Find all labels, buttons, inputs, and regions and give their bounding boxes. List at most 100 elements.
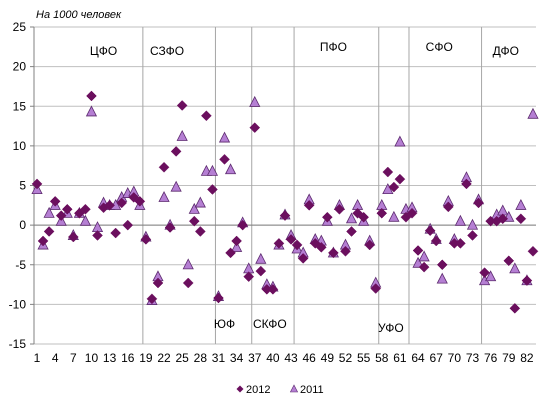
point-2011 xyxy=(515,198,527,210)
point-2012 xyxy=(182,277,194,289)
point-2011 xyxy=(194,196,206,208)
point-2012 xyxy=(521,275,533,286)
point-2012 xyxy=(225,247,236,259)
x-tick-label: 10 xyxy=(85,351,99,365)
point-2012 xyxy=(207,184,218,195)
point-2012 xyxy=(104,199,115,211)
point-2012 xyxy=(110,227,122,239)
point-2012 xyxy=(412,245,424,256)
legend-label-2011: 2011 xyxy=(300,384,324,396)
point-2012 xyxy=(170,146,182,157)
point-2012 xyxy=(92,230,103,241)
district-label: СФО xyxy=(426,40,453,54)
data-points xyxy=(31,90,539,314)
point-2012 xyxy=(515,213,527,225)
point-2012 xyxy=(430,235,442,247)
point-2011 xyxy=(43,206,55,218)
point-2012 xyxy=(297,253,309,264)
y-tick-label: 15 xyxy=(13,99,27,113)
point-2012 xyxy=(334,203,345,215)
point-2011 xyxy=(158,191,170,202)
district-label: СЗФО xyxy=(150,44,184,58)
x-tick-label: 67 xyxy=(430,351,444,365)
point-2012 xyxy=(315,241,327,253)
x-tick-label: 1 xyxy=(34,351,41,365)
point-2012 xyxy=(388,181,400,193)
y-tick-label: 5 xyxy=(19,179,26,193)
y-axis-label: На 1000 человек xyxy=(36,9,122,21)
point-2012 xyxy=(424,225,436,237)
point-2011 xyxy=(182,258,194,270)
point-2012 xyxy=(37,235,49,247)
point-2011 xyxy=(176,129,188,141)
x-tick-label: 58 xyxy=(375,351,389,365)
y-tick-label: -15 xyxy=(9,337,27,351)
legend-marker-2012 xyxy=(236,385,244,393)
point-2012 xyxy=(80,203,91,215)
x-tick-label: 70 xyxy=(448,351,462,365)
point-2012 xyxy=(503,255,515,267)
point-2011 xyxy=(509,262,521,274)
point-2012 xyxy=(201,110,212,122)
point-2012 xyxy=(152,277,164,289)
point-2012 xyxy=(43,226,55,237)
x-tick-label: 40 xyxy=(266,351,280,365)
point-2011 xyxy=(249,95,261,107)
point-2011 xyxy=(206,164,219,176)
point-2012 xyxy=(418,261,430,273)
legend-label-2012: 2012 xyxy=(246,384,270,396)
point-2012 xyxy=(164,222,176,233)
x-tick-label: 79 xyxy=(502,351,516,365)
district-label: ПФО xyxy=(320,40,347,54)
point-2012 xyxy=(176,100,188,111)
district-dividers xyxy=(142,27,483,344)
point-2011 xyxy=(527,107,539,119)
district-label: ДФО xyxy=(493,44,519,58)
point-2012 xyxy=(146,293,158,305)
point-2011 xyxy=(85,105,98,117)
point-2012 xyxy=(364,239,376,251)
point-2012 xyxy=(122,219,134,231)
point-2012 xyxy=(279,210,291,221)
x-tick-label: 52 xyxy=(339,351,353,365)
x-tick-label: 34 xyxy=(230,351,244,365)
point-2012 xyxy=(436,259,448,271)
gridlines xyxy=(34,26,536,345)
point-2012 xyxy=(61,203,73,215)
point-2012 xyxy=(376,207,388,219)
point-2011 xyxy=(170,180,182,192)
x-tick-label: 4 xyxy=(52,351,59,365)
x-tick-label: 37 xyxy=(248,351,262,365)
y-tick-label: 10 xyxy=(13,139,27,153)
x-tick-label: 76 xyxy=(484,351,498,365)
point-2011 xyxy=(188,202,200,214)
point-2011 xyxy=(454,214,467,226)
point-2012 xyxy=(346,226,357,237)
point-2012 xyxy=(442,201,454,213)
x-tick-label: 61 xyxy=(393,351,407,365)
x-tick-label: 49 xyxy=(321,351,335,365)
point-2011 xyxy=(394,135,406,147)
point-2012 xyxy=(479,267,490,279)
point-2012 xyxy=(116,197,128,209)
point-2012 xyxy=(394,173,406,185)
point-2012 xyxy=(243,271,255,282)
point-2012 xyxy=(406,207,418,219)
point-2012 xyxy=(140,234,152,245)
point-2012 xyxy=(255,265,267,277)
point-2011 xyxy=(79,214,92,226)
district-label: СКФО xyxy=(253,317,287,331)
x-tick-label: 7 xyxy=(70,351,77,365)
point-2012 xyxy=(158,161,170,173)
point-2012 xyxy=(219,153,230,165)
point-2012 xyxy=(497,213,509,225)
point-2012 xyxy=(194,226,206,237)
point-2012 xyxy=(213,292,224,304)
y-tick-label: -5 xyxy=(15,258,26,272)
point-2012 xyxy=(291,239,303,251)
y-tick-label: 20 xyxy=(13,60,27,74)
x-tick-label: 31 xyxy=(212,351,226,365)
point-2012 xyxy=(237,219,249,231)
point-2012 xyxy=(134,195,146,207)
